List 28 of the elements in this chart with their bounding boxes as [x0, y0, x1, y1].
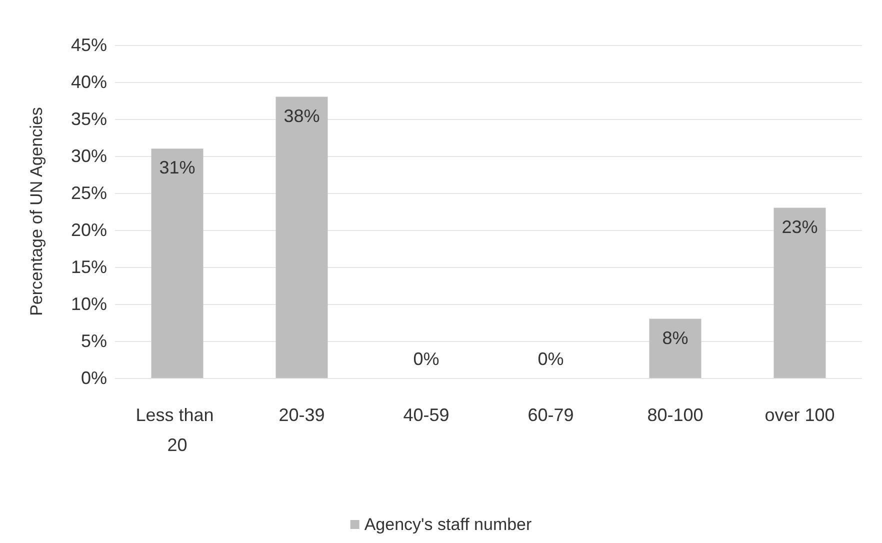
x-tick-label: over 100	[764, 405, 835, 425]
data-label: 0%	[538, 349, 564, 369]
x-tick-label: Less than 20	[136, 405, 219, 455]
y-tick-label: 15%	[70, 257, 107, 277]
y-tick-label: 0%	[80, 368, 107, 388]
y-tick-label: 35%	[70, 109, 107, 129]
y-tick-label: 25%	[70, 183, 107, 203]
x-tick-label: 80-100	[647, 405, 704, 425]
y-tick-label: 10%	[70, 294, 107, 314]
legend-label: Agency's staff number	[364, 515, 532, 534]
bar	[774, 208, 826, 378]
bar	[276, 96, 328, 378]
data-label: 8%	[662, 328, 688, 348]
data-label: 23%	[782, 216, 818, 237]
x-tick-label: 20-39	[278, 405, 325, 425]
y-tick-label: 20%	[70, 220, 107, 240]
data-label: 0%	[413, 349, 440, 369]
bar	[151, 148, 204, 378]
x-tick-label: 40-59	[403, 405, 450, 425]
y-tick-label: 5%	[80, 331, 107, 351]
x-tick-label: 60-79	[528, 405, 574, 425]
data-label: 31%	[159, 158, 196, 178]
y-tick-label: 40%	[70, 72, 107, 92]
data-label: 38%	[284, 106, 320, 126]
bar	[649, 318, 702, 378]
y-axis-title: Percentage of UN Agencies	[27, 107, 46, 316]
y-tick-label: 45%	[70, 35, 107, 55]
y-tick-label: 30%	[70, 146, 107, 166]
